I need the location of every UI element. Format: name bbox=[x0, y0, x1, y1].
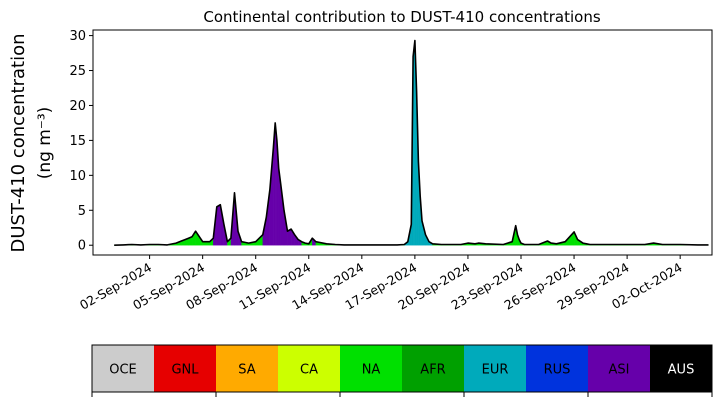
legend-swatch-rus bbox=[526, 345, 588, 392]
legend-swatch-sa bbox=[216, 345, 278, 392]
legend-swatch-gnl bbox=[154, 345, 216, 392]
y-tick-label-30: 30 bbox=[69, 29, 86, 44]
plot-frame bbox=[92, 29, 713, 256]
y-tick-label-0: 0 bbox=[78, 239, 86, 254]
legend-swatch-aus bbox=[650, 345, 712, 392]
y-tick-label-5: 5 bbox=[78, 204, 86, 219]
legend-swatch-ca bbox=[278, 345, 340, 392]
y-axis-label-unit: (ng m⁻³) bbox=[35, 107, 55, 180]
y-tick-label-25: 25 bbox=[69, 64, 86, 79]
area-segment-asi bbox=[216, 204, 221, 246]
legend-swatch-afr bbox=[402, 345, 464, 392]
continent-colorbar-legend: OCE GNL SA CA NA AFR EUR RUS ASI AUS bbox=[91, 344, 713, 397]
legend-frame bbox=[91, 344, 713, 393]
legend-label-afr: AFR bbox=[420, 363, 445, 378]
legend-label-gnl: GNL bbox=[171, 363, 199, 378]
legend-swatch-asi bbox=[588, 345, 650, 392]
axes: 05101520253002-Sep-202405-Sep-202408-Sep… bbox=[69, 29, 713, 313]
y-axis-label: DUST-410 concentration bbox=[8, 33, 29, 252]
legend-label-aus: AUS bbox=[668, 363, 695, 378]
chart-title: Continental contribution to DUST-410 con… bbox=[203, 8, 600, 26]
legend-swatch-oce bbox=[92, 345, 154, 392]
y-tick-label-10: 10 bbox=[69, 169, 86, 184]
legend-swatch-eur bbox=[464, 345, 526, 392]
y-tick-label-20: 20 bbox=[69, 99, 86, 114]
legend-label-ca: CA bbox=[300, 363, 318, 378]
y-tick-label-15: 15 bbox=[69, 134, 86, 149]
legend-label-asi: ASI bbox=[609, 363, 630, 378]
stacked-area-layer bbox=[114, 39, 709, 246]
legend-label-oce: OCE bbox=[109, 363, 137, 378]
total-concentration-line bbox=[114, 39, 709, 246]
legend-label-na: NA bbox=[362, 363, 381, 378]
legend-label-eur: EUR bbox=[482, 363, 509, 378]
legend-label-rus: RUS bbox=[544, 363, 571, 378]
legend-swatch-na bbox=[340, 345, 402, 392]
legend-label-sa: SA bbox=[238, 363, 255, 378]
